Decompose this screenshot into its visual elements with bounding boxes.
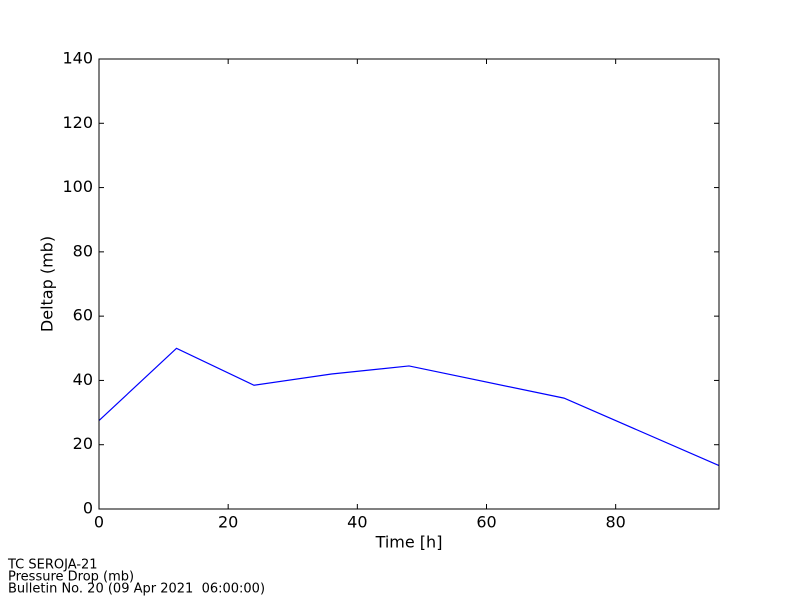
x-tick-label: 0 xyxy=(94,513,104,532)
y-tick-label: 60 xyxy=(73,306,93,325)
plot-frame xyxy=(98,58,720,510)
y-axis-label: Deltap (mb) xyxy=(38,236,57,332)
x-tick-label: 80 xyxy=(605,513,625,532)
footer-text: Pressure Drop (mb) xyxy=(8,570,134,585)
y-tick-label: 20 xyxy=(73,434,93,453)
y-tick-label: 140 xyxy=(62,49,93,68)
y-tick-label: 80 xyxy=(73,241,93,260)
footer-text: Bulletin No. 20 (09 Apr 2021 06:00:00) xyxy=(8,582,265,597)
x-tick-label: 20 xyxy=(218,513,238,532)
footer-text: TC SEROJA-21 xyxy=(7,558,98,573)
y-tick-label: 120 xyxy=(62,113,93,132)
y-tick-label: 40 xyxy=(73,370,93,389)
y-tick-label: 100 xyxy=(62,177,93,196)
x-tick-label: 60 xyxy=(476,513,496,532)
data-line xyxy=(98,347,720,467)
x-axis-label: Time [h] xyxy=(375,533,443,552)
x-tick-label: 40 xyxy=(347,513,367,532)
y-tick-label: 0 xyxy=(83,499,93,518)
